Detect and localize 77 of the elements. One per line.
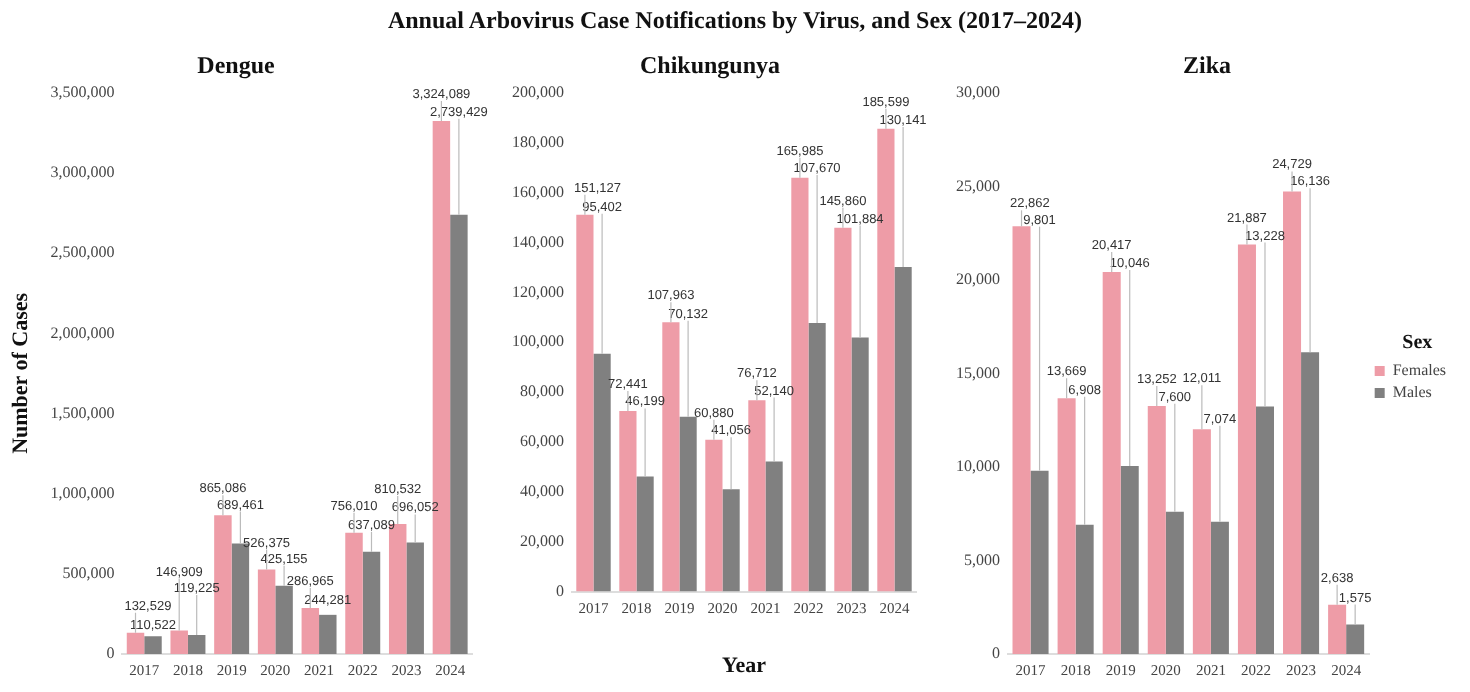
bar [126, 632, 145, 654]
y-tick-label: 80,000 [520, 382, 564, 401]
y-tick-label: 0 [106, 644, 115, 663]
bar [1192, 429, 1211, 654]
y-tick-label: 60,000 [520, 432, 564, 451]
y-tick-label: 15,000 [956, 363, 1000, 382]
chart-subtitle: Dengue [197, 50, 277, 79]
y-tick-label: 25,000 [956, 176, 1000, 195]
y-tick-label: 20,000 [956, 270, 1000, 289]
bar [679, 416, 697, 592]
y-tick-label: 140,000 [512, 232, 564, 251]
bar [1120, 466, 1139, 654]
bar [1147, 406, 1166, 654]
y-tick-label: 200,000 [512, 82, 564, 101]
bar [319, 614, 337, 654]
bar [1237, 244, 1256, 654]
bar [765, 461, 783, 592]
bar [722, 489, 740, 592]
bar [705, 439, 723, 592]
bar [301, 607, 320, 654]
bar [1057, 398, 1076, 654]
y-tick-label: 2,500,000 [50, 243, 115, 262]
bar [834, 227, 852, 592]
bar [1012, 226, 1031, 654]
bar [144, 636, 162, 654]
bar [1102, 272, 1121, 654]
bar [450, 214, 468, 654]
bar [406, 542, 424, 654]
bar [275, 585, 293, 654]
y-tick-label: 20,000 [520, 531, 564, 550]
text: Annual Arbovirus Case Notifications by Virus, and Sex (2017–2024) [385, 4, 1085, 38]
y-tick-label: 100,000 [512, 332, 564, 351]
y-tick-label: 1,000,000 [50, 483, 115, 502]
bar [593, 353, 611, 592]
bar [662, 322, 680, 592]
bar [851, 337, 869, 592]
legend-label: Females [1392, 361, 1447, 380]
bar [1165, 511, 1184, 654]
bar [748, 400, 766, 592]
bar [808, 323, 826, 592]
x-axis-title: Year [722, 654, 767, 679]
y-tick-label: 40,000 [520, 482, 564, 501]
bar [576, 214, 594, 592]
bar [1328, 604, 1347, 654]
y-tick-label: 160,000 [512, 182, 564, 201]
y-tick-label: 1,500,000 [50, 403, 115, 422]
bar [619, 410, 637, 592]
legend-label: Males [1392, 383, 1432, 402]
y-axis-title: Number of Cases [8, 291, 33, 454]
bar [1346, 624, 1365, 654]
y-tick-label: 500,000 [62, 564, 115, 583]
y-tick-label: 3,000,000 [50, 163, 115, 182]
y-tick-label: 0 [556, 581, 564, 600]
y-tick-label: 30,000 [956, 82, 1000, 101]
bar [1210, 521, 1229, 654]
chart-subtitle: Chikungunya [639, 50, 781, 79]
y-tick-label: 5,000 [964, 550, 1000, 569]
bar [1283, 191, 1302, 654]
chart-subtitle: Zika [1182, 50, 1232, 79]
bar [257, 569, 276, 654]
y-tick-label: 180,000 [512, 132, 564, 151]
y-tick-label: 10,000 [956, 457, 1000, 476]
bar [636, 476, 654, 592]
y-tick-label: 3,500,000 [50, 82, 115, 101]
bar [1255, 406, 1274, 654]
y-tick-label: 2,000,000 [50, 323, 115, 342]
bar [362, 551, 381, 654]
bar [1301, 352, 1320, 654]
legend-title: Sex [1402, 332, 1433, 355]
bar [894, 267, 912, 592]
bar [170, 630, 188, 654]
y-tick-label: 0 [992, 644, 1000, 663]
bar [1075, 524, 1094, 654]
y-tick-label: 120,000 [512, 282, 564, 301]
bar [187, 634, 206, 654]
bar [1030, 470, 1049, 654]
bar [791, 177, 809, 592]
